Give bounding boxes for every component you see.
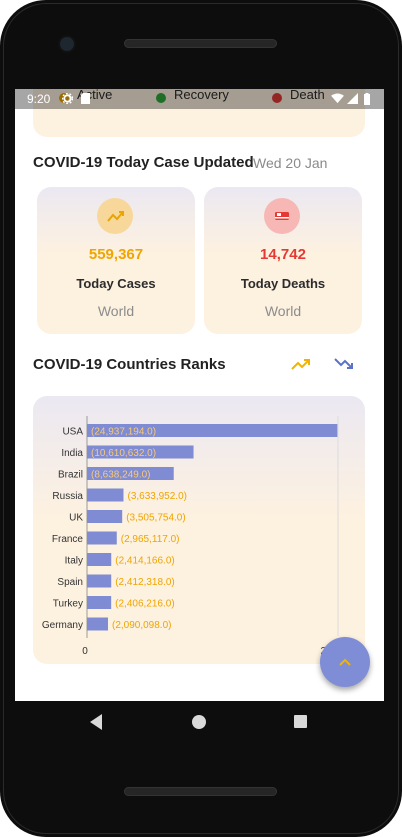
today-deaths-label: Today Deaths (240, 276, 326, 291)
legend-recovery: Recovery (174, 89, 229, 102)
bar-germany (87, 617, 108, 631)
sort-ascending-trending-up-icon[interactable] (290, 356, 312, 372)
bar-russia (87, 488, 124, 502)
trending-up-icon (97, 198, 133, 234)
scroll-to-top-button[interactable] (320, 637, 370, 687)
data-label: (2,412,318.0) (115, 577, 174, 588)
data-label: (2,090,098.0) (112, 620, 172, 631)
today-deaths-scope: World (264, 303, 302, 319)
data-label: (2,965,117.0) (121, 534, 180, 545)
signal-icon (347, 93, 358, 104)
earpiece-speaker (124, 39, 277, 48)
y-tick-label: France (52, 534, 84, 545)
bar-brazil (87, 467, 174, 480)
countries-rank-chart-card: USA (24,937,194.0) India (10,610,632.0) Braz… (33, 396, 365, 664)
y-tick-label: UK (69, 513, 83, 524)
bar-spain (87, 574, 112, 588)
chevron-up-icon (339, 658, 351, 666)
y-tick-label: Brazil (58, 470, 83, 481)
bottom-speaker (124, 787, 277, 796)
today-cases-scope: World (97, 303, 135, 319)
settings-icon (62, 93, 73, 104)
data-label: (10,610,632.0) (91, 448, 156, 459)
y-tick-label: Germany (42, 620, 83, 631)
legend-card: Active Recovery Death (33, 89, 365, 137)
wifi-icon (331, 93, 344, 104)
recovery-dot-icon (156, 93, 166, 103)
ranks-title: COVID-19 Countries Ranks (33, 356, 226, 373)
today-title: COVID-19 Today Case Updated (33, 154, 254, 171)
y-tick-label: Italy (65, 556, 83, 567)
data-label: (3,505,754.0) (126, 513, 186, 524)
bar-uk (87, 510, 123, 523)
y-tick-label: Spain (57, 577, 83, 588)
today-cases-card[interactable]: 559,367 Today Cases World (37, 187, 195, 334)
y-tick-label: USA (62, 427, 83, 438)
death-dot-icon (272, 93, 282, 103)
data-label: (8,638,249.0) (91, 470, 151, 481)
today-deaths-card[interactable]: 14,742 Today Deaths World (204, 187, 362, 334)
data-label: (3,633,952.0) (127, 491, 187, 502)
bar-usa (87, 424, 338, 437)
y-tick-label: Russia (52, 491, 83, 502)
data-label: (2,406,216.0) (115, 599, 175, 610)
battery-icon (364, 93, 370, 105)
today-deaths-value: 14,742 (260, 246, 306, 263)
data-label: (2,414,166.0) (115, 556, 174, 567)
today-cases-label: Today Cases (76, 276, 156, 291)
today-cases-value: 559,367 (88, 246, 144, 263)
bed-icon (264, 198, 300, 234)
legend-death: Death (290, 89, 325, 102)
sort-descending-trending-down-icon[interactable] (333, 356, 355, 372)
y-tick-label: India (61, 448, 83, 459)
bar-france (87, 531, 117, 545)
status-bar: 9:20 (15, 89, 384, 109)
bar-turkey (87, 596, 112, 609)
sd-card-icon (81, 93, 90, 104)
countries-rank-bar-chart: USA (24,937,194.0) India (10,610,632.0) Braz… (42, 416, 339, 657)
today-date: Wed 20 Jan (253, 155, 328, 171)
back-icon[interactable] (88, 713, 104, 731)
home-icon[interactable] (191, 714, 207, 730)
app-screen: Active Recovery Death 9:20 (15, 89, 384, 701)
recents-icon[interactable] (293, 714, 308, 729)
y-tick-label: Turkey (53, 599, 83, 610)
bar-india (87, 445, 194, 459)
data-label: (24,937,194.0) (91, 427, 156, 438)
bar-italy (87, 553, 112, 566)
x-tick-label: 0 (82, 646, 88, 657)
front-camera (60, 37, 74, 51)
status-time: 9:20 (27, 92, 51, 106)
